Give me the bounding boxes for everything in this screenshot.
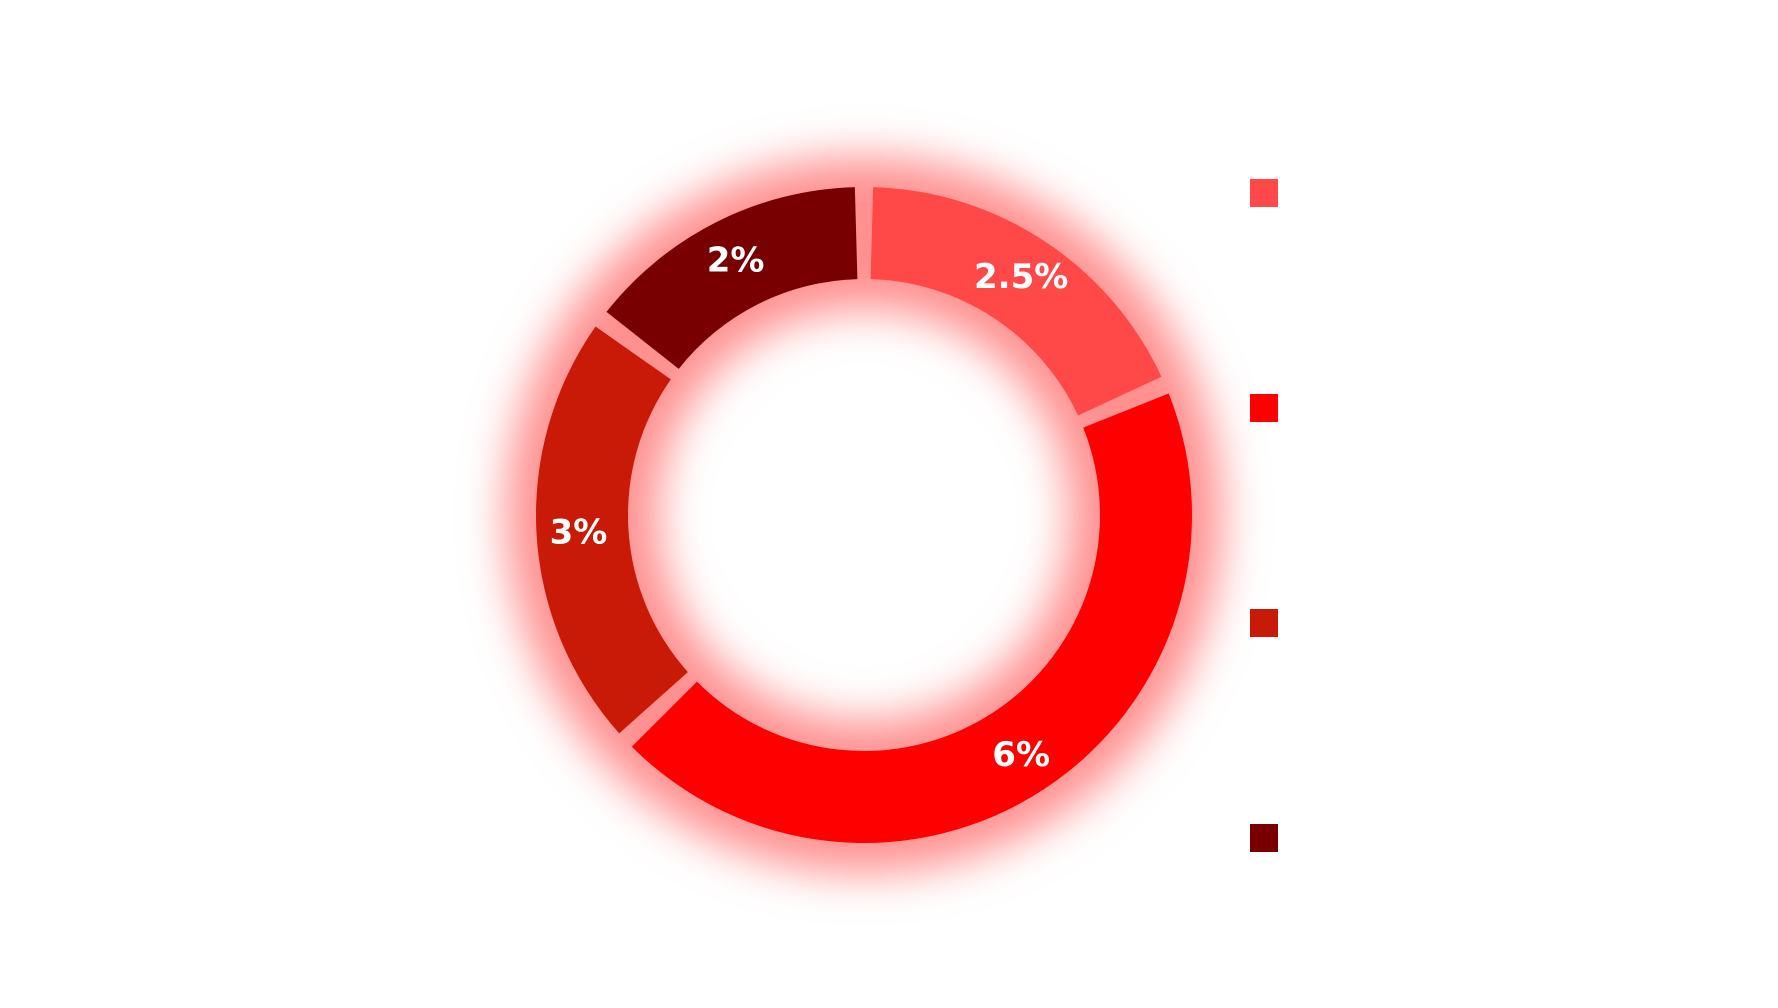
- slice-value-label-2: 6%: [992, 735, 1050, 775]
- donut-slice-1: [870, 187, 1162, 416]
- donut-slice-3: [536, 326, 688, 734]
- donut-slice-2: [631, 393, 1192, 843]
- legend-item-2: [1250, 393, 1294, 423]
- legend-item-1: [1250, 178, 1294, 208]
- legend-item-3: [1250, 608, 1294, 638]
- donut-slice-4: [606, 187, 858, 369]
- slice-value-label-3: 3%: [550, 513, 608, 553]
- chart-legend: [1250, 178, 1650, 858]
- legend-swatch: [1250, 394, 1278, 422]
- slice-value-label-1: 2.5%: [974, 257, 1068, 297]
- chart-slices: [536, 187, 1192, 843]
- slice-value-label-4: 2%: [707, 240, 765, 280]
- chart-slice-labels: 2.5% 6% 3% 2%: [550, 240, 1069, 775]
- legend-item-4: [1250, 823, 1294, 853]
- legend-swatch: [1250, 609, 1278, 637]
- legend-swatch: [1250, 824, 1278, 852]
- legend-swatch: [1250, 179, 1278, 207]
